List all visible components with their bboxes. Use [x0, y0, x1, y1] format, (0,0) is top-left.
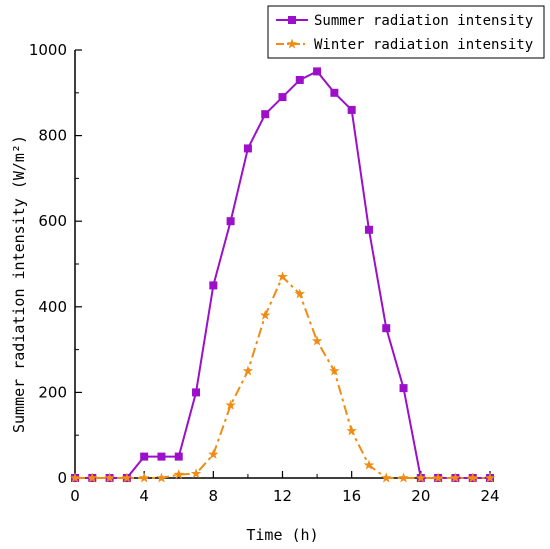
legend-marker-winter: [286, 38, 298, 49]
data-point: [121, 472, 133, 483]
data-point: [174, 452, 183, 461]
y-tick-label: 800: [38, 127, 67, 145]
legend-box: [267, 5, 545, 59]
data-point: [347, 105, 356, 114]
data-point: [363, 459, 375, 470]
y-axis-label: Summer radiation intensity (W/m²): [10, 135, 28, 433]
plot-frame: [74, 50, 490, 479]
data-point: [242, 365, 254, 376]
x-tick-label: 24: [480, 487, 499, 505]
data-point: [415, 472, 427, 483]
x-tick-label: 16: [342, 487, 361, 505]
y-tick-label: 0: [57, 469, 67, 487]
series-layer: [69, 67, 496, 483]
data-point: [346, 425, 357, 436]
data-point: [173, 469, 184, 480]
data-point: [399, 384, 408, 393]
data-point: [432, 472, 444, 483]
legend: Summer radiation intensity Winter radiat…: [267, 5, 545, 59]
data-point: [278, 93, 287, 102]
data-point: [261, 110, 270, 119]
data-point: [138, 472, 150, 483]
y-tick-label: 200: [38, 383, 67, 401]
data-point: [140, 452, 149, 461]
data-point: [330, 88, 339, 97]
legend-label-winter: Winter radiation intensity: [314, 37, 533, 53]
y-tick-label: 600: [38, 212, 67, 230]
data-point: [104, 472, 115, 483]
data-point: [208, 448, 219, 459]
data-point: [364, 225, 373, 234]
data-point: [382, 324, 391, 333]
data-point: [243, 144, 252, 153]
data-point: [329, 365, 340, 376]
y-axis-ticks: 0 200 400 600 800 1000: [29, 41, 82, 487]
data-point: [190, 468, 202, 479]
x-tick-label: 20: [411, 487, 430, 505]
data-point: [311, 335, 323, 346]
data-point: [398, 472, 409, 483]
data-point: [381, 472, 392, 483]
data-point: [295, 75, 304, 84]
data-point: [157, 452, 166, 461]
data-point: [225, 399, 236, 410]
data-point: [294, 288, 306, 299]
y-tick-label: 1000: [29, 41, 67, 59]
x-tick-label: 12: [273, 487, 292, 505]
data-point: [156, 472, 167, 483]
data-point: [87, 472, 98, 483]
data-point: [313, 67, 322, 76]
legend-marker-shape: [286, 38, 298, 49]
data-point: [450, 472, 461, 483]
series-1: [69, 271, 496, 483]
x-axis-label: Time (h): [246, 526, 318, 544]
x-tick-label: 4: [139, 487, 149, 505]
legend-marker-shape: [288, 16, 296, 24]
data-point: [192, 388, 201, 397]
legend-label-summer: Summer radiation intensity: [314, 13, 533, 29]
series-line: [75, 275, 490, 479]
data-point: [484, 472, 496, 483]
data-point: [259, 309, 271, 320]
x-tick-label: 0: [70, 487, 80, 505]
data-point: [209, 281, 218, 290]
y-tick-label: 400: [38, 298, 67, 316]
data-point: [277, 271, 288, 282]
legend-marker-summer: [288, 16, 296, 24]
data-point: [69, 472, 81, 483]
data-point: [226, 217, 235, 226]
x-axis-ticks: 0 4 8 12 16 20 24: [70, 471, 500, 505]
x-tick-label: 8: [209, 487, 219, 505]
data-point: [467, 472, 478, 483]
